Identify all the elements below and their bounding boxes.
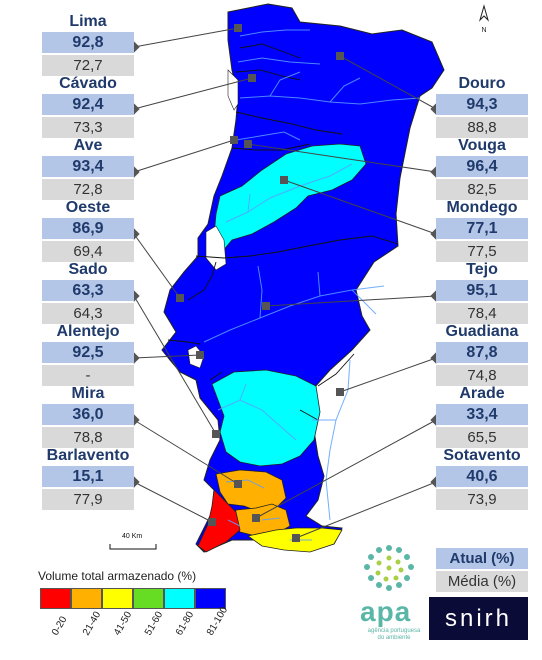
basin-current-value: 92,8 [42,32,134,53]
basin-guadiana: Guadiana 87,8 74,8 [436,322,528,386]
compass-label: N [481,27,486,34]
basin-average-value: 69,4 [42,241,134,262]
basin-name: Tejo [466,261,498,278]
map-region-sado [211,369,321,467]
basin-average-value: 74,8 [436,365,528,386]
legend-swatch-21-40 [71,588,102,609]
basin-average-value: 73,3 [42,117,134,138]
apa-logo-icon [364,545,414,591]
legend-swatch-61-80 [164,588,195,609]
map-basin-boundaries [167,43,399,421]
basin-oeste: Oeste 86,9 69,4 [42,198,134,262]
basin-current-value: 95,1 [436,280,528,301]
basin-douro: Douro 94,3 88,8 [436,74,528,138]
legend-swatch-81-100 [195,588,226,609]
basin-tejo: Tejo 95,1 78,4 [436,260,528,324]
basin-average-value: 64,3 [42,303,134,324]
basin-sado: Sado 63,3 64,3 [42,260,134,324]
snirh-logo-text: snirh [444,605,513,632]
key-average-label: Média (%) [436,571,528,592]
basin-current-value: 87,8 [436,342,528,363]
basin-mira: Mira 36,0 78,8 [42,384,134,448]
basin-average-value: 78,4 [436,303,528,324]
legend-swatch-0-20 [40,588,71,609]
basin-sotavento: Sotavento 40,6 73,9 [436,446,528,510]
basin-average-value: 77,9 [42,489,134,510]
basin-current-value: 36,0 [42,404,134,425]
basin-average-value: 73,9 [436,489,528,510]
basin-current-value: 94,3 [436,94,528,115]
map-white-area-north [227,69,239,111]
scale-bar [109,544,157,550]
basin-ave: Ave 93,4 72,8 [42,136,134,200]
apa-logo-subtitle: agência portuguesa do ambiente [367,628,421,641]
map-region-barlavento [197,489,241,553]
basin-current-value: 92,5 [42,342,134,363]
basin-average-value: 77,5 [436,241,528,262]
basin-name: Sotavento [443,447,521,464]
basin-current-value: 40,6 [436,466,528,487]
basin-name: Vouga [458,137,506,154]
map-rivers [203,29,421,541]
basin-current-value: 63,3 [42,280,134,301]
basin-mondego: Mondego 77,1 77,5 [436,198,528,262]
snirh-logo: snirh [429,597,528,640]
basin-name: Lima [69,13,107,30]
basin-alentejo: Alentejo 92,5 - [42,322,134,386]
basin-name: Sado [68,261,108,278]
basin-name: Ave [73,137,103,154]
map-region-base [161,3,445,553]
scale-label: 40 Km [122,533,143,540]
basin-name: Mira [71,385,105,402]
basin-current-value: 96,4 [436,156,528,177]
basin-barlavento: Barlavento 15,1 77,9 [42,446,134,510]
basin-current-value: 15,1 [42,466,134,487]
basin-average-value: - [42,365,134,386]
basin-name: Mondego [446,199,518,216]
legend-swatch-51-60 [133,588,164,609]
basin-current-value: 93,4 [42,156,134,177]
basin-name: Barlavento [46,447,130,464]
basin-vouga: Vouga 96,4 82,5 [436,136,528,200]
basin-average-value: 72,7 [42,55,134,76]
basin-name: Arade [459,385,505,402]
basin-name: Douro [458,75,506,92]
map-white-area-oeste [205,225,227,271]
basin-current-value: 92,4 [42,94,134,115]
map-connectors [133,27,437,539]
basin-name: Alentejo [56,323,120,340]
basin-cavado: Cávado 92,4 73,3 [42,74,134,138]
basin-average-value: 72,8 [42,179,134,200]
basin-lima: Lima 92,8 72,7 [42,12,134,76]
basin-name: Oeste [65,199,111,216]
basin-current-value: 86,9 [42,218,134,239]
legend-title: Volume total armazenado (%) [38,569,197,583]
basin-average-value: 82,5 [436,179,528,200]
basin-arade: Arade 33,4 65,5 [436,384,528,448]
basin-average-value: 78,8 [42,427,134,448]
basin-average-value: 88,8 [436,117,528,138]
apa-logo-text: apa [360,596,412,627]
basin-name: Guadiana [445,323,519,340]
legend-swatch-41-50 [102,588,133,609]
north-arrow-icon: N [478,4,490,34]
basin-current-value: 77,1 [436,218,528,239]
basin-average-value: 65,5 [436,427,528,448]
key-current-label: Atual (%) [436,548,528,569]
basin-name: Cávado [59,75,117,92]
basin-current-value: 33,4 [436,404,528,425]
